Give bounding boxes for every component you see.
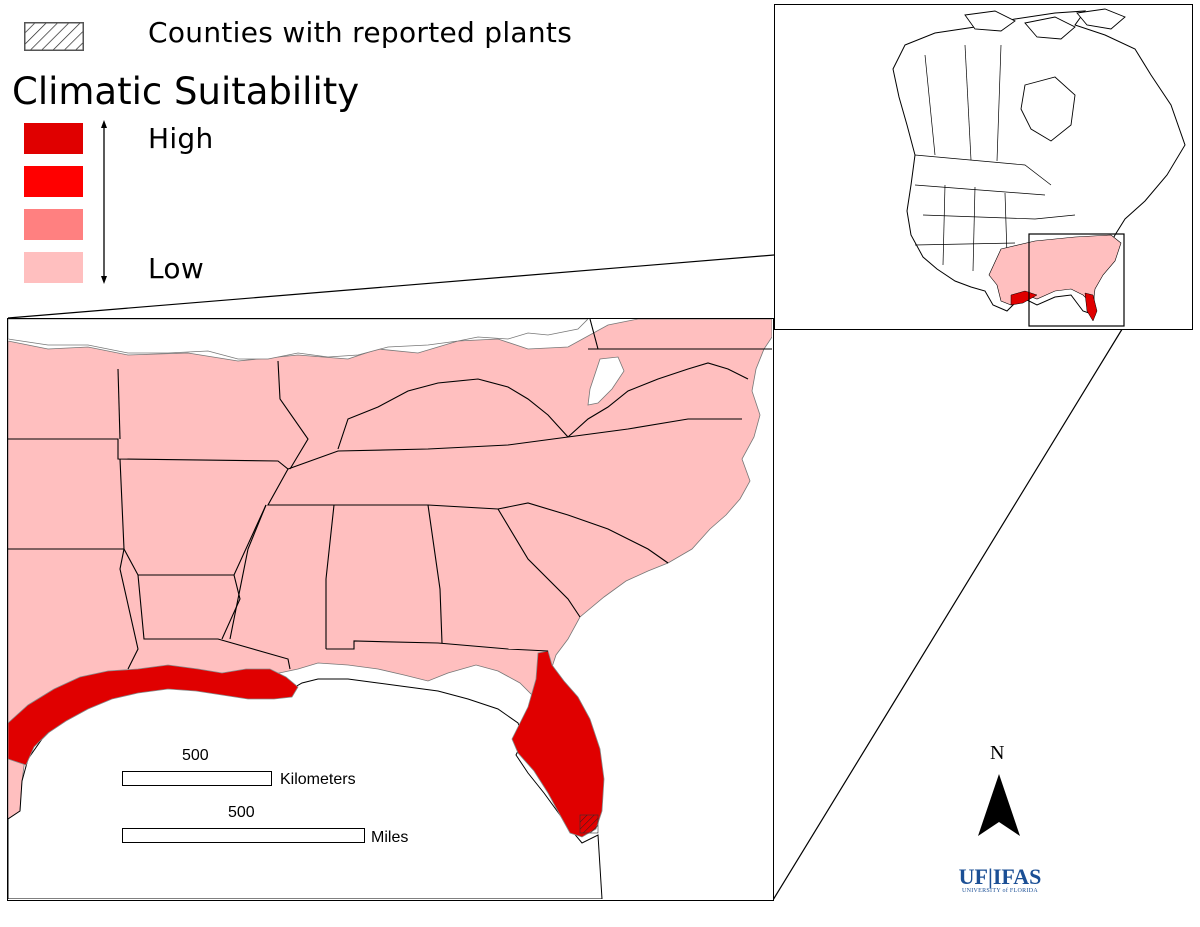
inset-low-suitability: [988, 234, 1122, 306]
high-suitability-gulf-coast: [8, 664, 299, 766]
inset-zoom-extent: [1028, 233, 1125, 327]
legend-swatch-medium-low: [24, 209, 83, 240]
inset-map-canvas: [892, 8, 1186, 327]
inset-map[interactable]: [774, 4, 1193, 330]
legend-high-label: High: [148, 122, 214, 155]
scalebar-mi-bar: [122, 828, 365, 843]
ufifas-logo-secondary: UNIVERSITY of FLORIDA: [961, 888, 1039, 894]
hatch-swatch: [24, 22, 84, 51]
reported-county-hatch: [579, 814, 599, 834]
unsuitable-region-appalachian: [587, 356, 625, 406]
unsuitable-region-north: [8, 319, 589, 360]
main-map[interactable]: 500 Kilometers 500 Miles: [7, 318, 774, 901]
state-boundaries: [8, 319, 772, 670]
legend-swatch-high: [24, 123, 83, 154]
arctic-islands: [964, 8, 1126, 40]
main-map-canvas: [8, 319, 772, 899]
gulf-of-mexico: [8, 678, 603, 899]
high-suitability-florida: [511, 650, 605, 838]
north-arrow-label: N: [990, 742, 1005, 764]
legend-range-arrow: [96, 118, 112, 286]
scalebar-km-bar: [122, 771, 272, 786]
hudson-bay: [1020, 76, 1076, 142]
ufifas-logo-primary: UF|IFAS: [958, 864, 1042, 889]
inset-high-suitability: [1010, 290, 1098, 322]
legend-title: Climatic Suitability: [12, 70, 360, 113]
ufifas-logo: UF|IFAS UNIVERSITY of FLORIDA: [952, 864, 1048, 895]
scalebar-km-value: 500: [182, 747, 209, 764]
legend-low-label: Low: [148, 252, 205, 285]
north-arrow-icon: [976, 772, 1022, 838]
inset-boundaries: [914, 44, 1076, 272]
scalebar-km-unit: Kilometers: [280, 771, 356, 788]
legend-swatch-low: [24, 252, 83, 283]
scalebar-mi-unit: Miles: [371, 829, 409, 846]
legend-swatch-medium-high: [24, 166, 83, 197]
hatch-legend-label: Counties with reported plants: [148, 16, 573, 49]
scalebar-mi-value: 500: [228, 804, 255, 821]
